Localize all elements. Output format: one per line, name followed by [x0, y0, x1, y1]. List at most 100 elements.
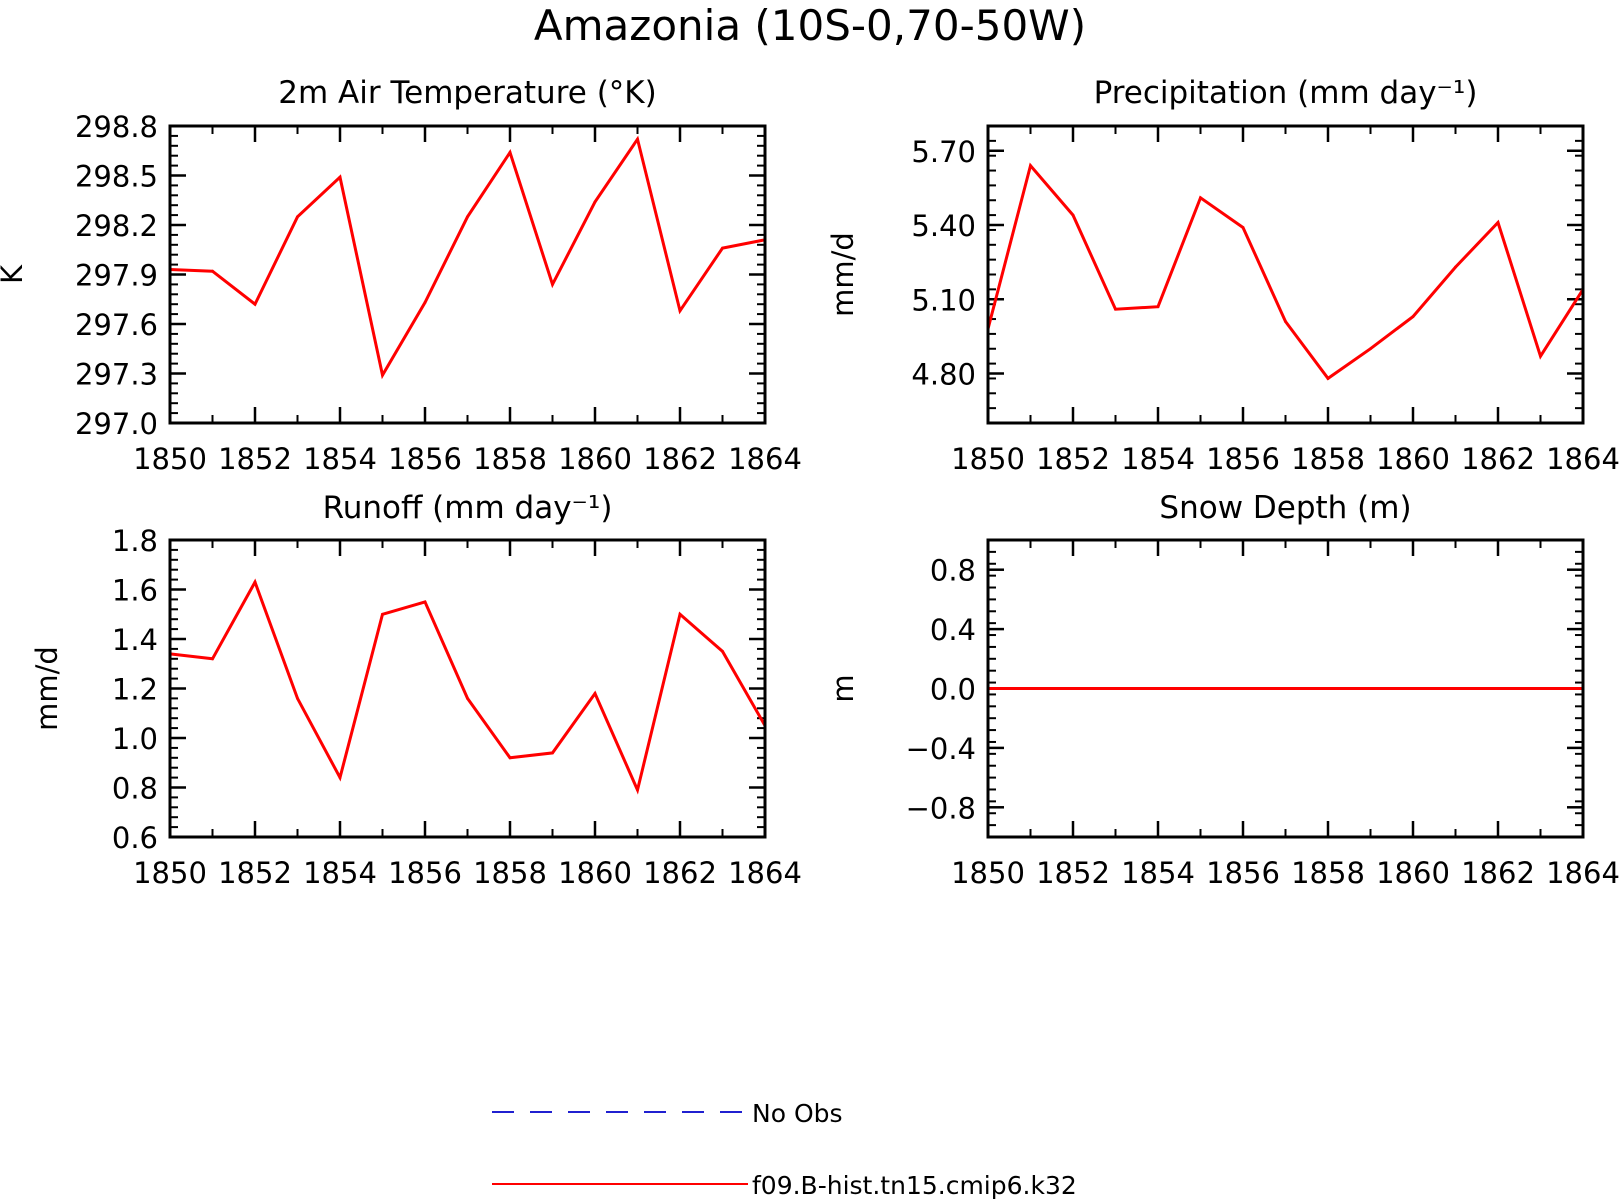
- data-point: [1071, 213, 1075, 217]
- series-line: [169, 578, 767, 795]
- data-point: [296, 697, 299, 700]
- x-tick-label: 1864: [1546, 856, 1620, 890]
- y-tick-label: 0.8: [930, 554, 976, 588]
- y-tick-label: 297.9: [75, 259, 158, 293]
- data-point: [1454, 265, 1457, 269]
- data-point: [508, 151, 512, 154]
- data-point: [423, 301, 427, 304]
- x-tick-label: 1862: [1461, 442, 1535, 476]
- x-tick-label: 1862: [643, 442, 717, 476]
- data-point: [1199, 687, 1202, 690]
- y-tick-label: 5.10: [911, 283, 976, 317]
- data-point: [466, 697, 469, 700]
- y-tick-label: 297.3: [75, 358, 158, 392]
- data-point: [1454, 687, 1457, 690]
- y-tick-label: 297.0: [75, 407, 158, 441]
- x-tick-label: 1862: [1461, 856, 1535, 890]
- data-point: [338, 776, 342, 779]
- y-tick-label: 298.8: [75, 110, 158, 144]
- data-point: [1156, 687, 1160, 690]
- x-tick-label: 1860: [558, 442, 632, 476]
- y-tick-label: 298.5: [75, 160, 158, 194]
- x-tick-label: 1856: [388, 856, 462, 890]
- data-point: [1369, 687, 1372, 690]
- x-tick-label: 1864: [728, 856, 802, 890]
- data-point: [1496, 221, 1500, 224]
- y-tick-label: 1.4: [112, 623, 158, 657]
- data-point: [636, 788, 639, 792]
- data-point: [593, 692, 597, 695]
- y-tick-label: 4.80: [911, 358, 976, 392]
- data-point: [636, 137, 639, 141]
- y-tick-label: 0.8: [112, 772, 158, 806]
- legend-label: f09.B-hist.tn15.cmip6.k32: [752, 1171, 1077, 1200]
- y-tick-label: 0.6: [112, 821, 158, 855]
- y-tick-label: 0.0: [930, 673, 976, 707]
- legend: No Obs f09.B-hist.tn15.cmip6.k32: [492, 1099, 1077, 1200]
- x-tick-label: 1864: [728, 442, 802, 476]
- data-point: [1411, 687, 1415, 690]
- data-point: [1156, 305, 1160, 309]
- x-tick-label: 1852: [218, 442, 292, 476]
- y-tick-label: −0.8: [906, 791, 976, 825]
- y-tick-label: 5.70: [911, 135, 976, 169]
- data-point: [678, 612, 682, 616]
- data-point: [1071, 687, 1075, 690]
- x-tick-label: 1854: [303, 442, 377, 476]
- x-tick-label: 1862: [643, 856, 717, 890]
- x-tick-label: 1850: [133, 442, 207, 476]
- x-tick-label: 1856: [1206, 856, 1280, 890]
- chart-panel-1: 2m Air Temperature (°K) K 1850 1852 1854 1856…: [0, 75, 802, 476]
- y-tick-label: 1.2: [112, 673, 158, 707]
- series-line: [986, 162, 1585, 381]
- x-tick-label: 1856: [388, 442, 462, 476]
- data-point: [1029, 687, 1032, 690]
- y-tick-label: 0.4: [930, 613, 976, 647]
- x-tick-label: 1852: [1036, 442, 1110, 476]
- x-tick-label: 1860: [1376, 442, 1450, 476]
- data-point: [1496, 687, 1500, 690]
- data-point: [381, 373, 384, 377]
- x-tick-label: 1852: [1036, 856, 1110, 890]
- y-axis-label: mm/d: [30, 646, 64, 731]
- data-point: [1114, 687, 1117, 690]
- data-point: [593, 200, 597, 204]
- x-tick-label: 1854: [1121, 856, 1195, 890]
- panel-title: 2m Air Temperature (°K): [278, 75, 656, 111]
- data-point: [678, 309, 682, 313]
- data-point: [1369, 347, 1372, 351]
- data-point: [423, 600, 427, 604]
- data-point: [253, 580, 257, 584]
- y-tick-label: 1.6: [112, 574, 158, 608]
- chart-panel-4: Snow Depth (m) m 1850 1852 1854 1856 1858 1860 1…: [826, 490, 1620, 890]
- panel-title: Snow Depth (m): [1159, 490, 1411, 526]
- y-axis-label: mm/d: [826, 232, 860, 317]
- chart-panel-3: Runoff (mm day⁻¹) mm/d 1850 1852 1854 1856 185…: [30, 490, 802, 890]
- y-tick-label: 298.2: [75, 209, 158, 243]
- data-point: [1284, 320, 1287, 323]
- plot-frame: [986, 538, 1585, 839]
- data-point: [253, 302, 257, 306]
- data-point: [1411, 315, 1415, 318]
- x-tick-label: 1850: [133, 856, 207, 890]
- y-tick-label: −0.4: [906, 732, 976, 766]
- data-point: [1284, 687, 1287, 690]
- data-point: [1241, 226, 1245, 229]
- x-tick-label: 1852: [218, 856, 292, 890]
- data-point: [1199, 196, 1202, 200]
- data-point: [551, 283, 554, 286]
- x-tick-label: 1858: [473, 442, 547, 476]
- x-tick-label: 1858: [473, 856, 547, 890]
- y-tick-label: 297.6: [75, 308, 158, 342]
- x-tick-label: 1864: [1546, 442, 1620, 476]
- y-axis-label: m: [826, 674, 860, 702]
- plot-frame: [168, 538, 767, 839]
- data-point: [551, 751, 554, 755]
- plot-frame: [168, 124, 767, 425]
- data-point: [721, 649, 724, 653]
- x-tick-label: 1850: [951, 856, 1025, 890]
- x-tick-label: 1860: [558, 856, 632, 890]
- data-point: [338, 175, 342, 179]
- plot-frame: [986, 124, 1585, 425]
